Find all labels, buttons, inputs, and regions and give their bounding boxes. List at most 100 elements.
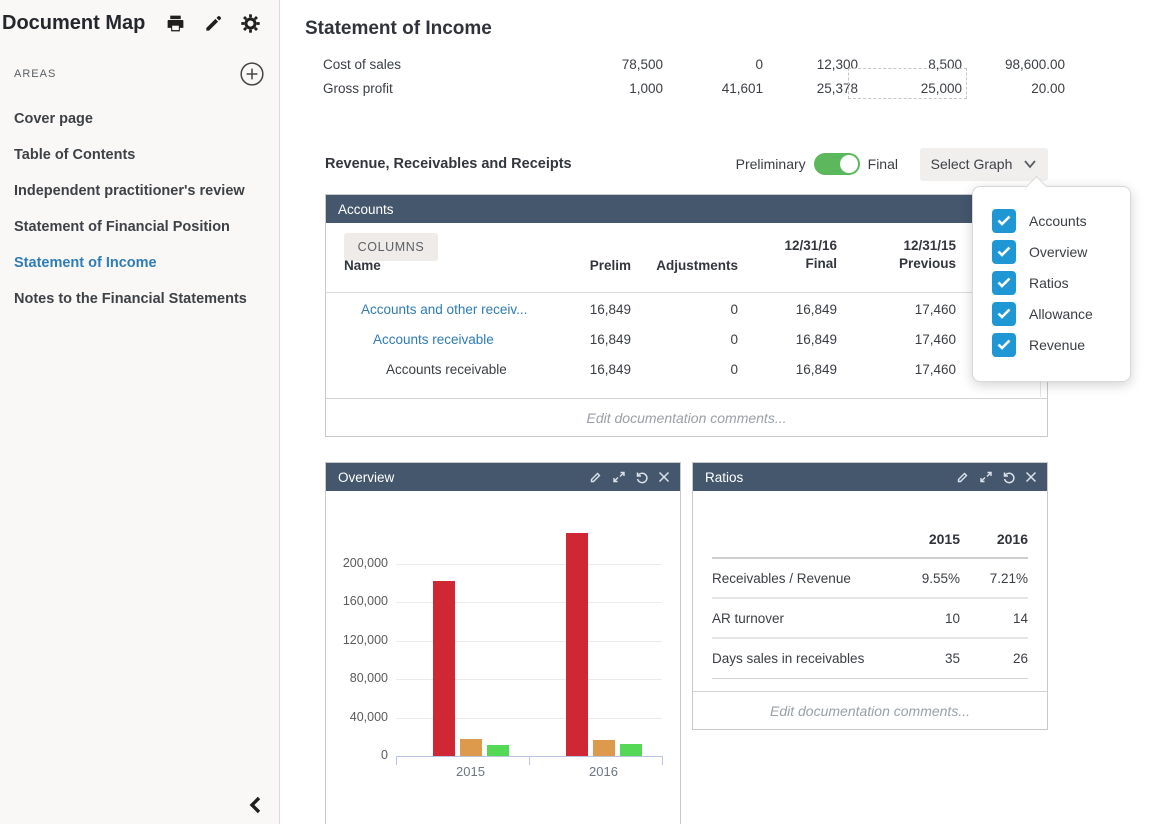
collapse-sidebar-button[interactable] (240, 790, 270, 820)
sidebar-item-notes-to-financial-statements[interactable]: Notes to the Financial Statements (0, 281, 279, 317)
sidebar-item-cover-page[interactable]: Cover page (0, 101, 279, 137)
income-row-cost-of-sales: Cost of sales 78,500 0 12,300 8,500 98,6… (323, 52, 1065, 76)
panel-actions (589, 470, 670, 484)
chart-gridline (396, 564, 662, 565)
ratios-header-2015: 2015 (892, 531, 960, 547)
ratios-panel-header: Ratios (693, 463, 1047, 491)
ratios-header-2016: 2016 (960, 531, 1028, 547)
checkbox-checked-icon[interactable] (992, 240, 1016, 264)
page-title: Statement of Income (305, 18, 492, 40)
sidebar-item-independent-practitioners-review[interactable]: Independent practitioner's review (0, 173, 279, 209)
chevron-left-icon (247, 795, 263, 815)
y-axis-tick-label: 80,000 (326, 671, 388, 685)
income-cell[interactable]: 41,601 (663, 81, 763, 96)
income-cell[interactable]: 1,000 (563, 81, 663, 96)
ratio-row: Days sales in receivables 35 26 (712, 639, 1028, 679)
print-icon[interactable] (165, 13, 186, 34)
x-axis-tick (662, 756, 663, 765)
prelim-final-toggle-group: Preliminary Final (736, 153, 898, 175)
undo-icon[interactable] (1002, 470, 1016, 484)
y-axis-tick-label: 120,000 (326, 633, 388, 647)
income-cell[interactable]: 12,300 (763, 57, 858, 72)
ratio-value-2016: 7.21% (960, 571, 1028, 586)
ratios-comments-placeholder[interactable]: Edit documentation comments... (693, 691, 1047, 729)
account-cell-adjustments: 0 (631, 362, 738, 377)
ratio-label: Days sales in receivables (712, 651, 892, 666)
y-axis-tick-label: 160,000 (326, 594, 388, 608)
menu-item-allowance[interactable]: Allowance (973, 298, 1130, 329)
toggle-knob (840, 155, 858, 173)
income-cell-selected[interactable]: 25,000 (858, 81, 962, 96)
overview-panel-title: Overview (338, 470, 394, 485)
sidebar-header: Document Map (0, 0, 279, 35)
revenue-red-bar-2015 (433, 581, 455, 756)
accounts-panel: Accounts COLUMNS Name Prelim Adjustments… (325, 194, 1048, 437)
document-map-title: Document Map (2, 12, 165, 35)
edit-icon[interactable] (956, 470, 970, 484)
account-cell-final: 16,849 (738, 302, 837, 317)
select-graph-button[interactable]: Select Graph (920, 148, 1048, 181)
sidebar: Document Map AREAS Cover page Table (0, 0, 280, 824)
income-row-label: Gross profit (323, 81, 563, 96)
sidebar-item-table-of-contents[interactable]: Table of Contents (0, 137, 279, 173)
overview-chart: 2015 2016 040,00080,000120,000160,000200… (326, 491, 680, 824)
checkbox-checked-icon[interactable] (992, 302, 1016, 326)
account-cell-adjustments: 0 (631, 302, 738, 317)
header-previous-date: 12/31/15 (837, 237, 956, 255)
account-row: Accounts and other receiv... 16,849 0 16… (344, 294, 956, 324)
account-cell-previous: 17,460 (837, 332, 956, 347)
income-cell[interactable]: 20.00 (962, 81, 1065, 96)
ratio-label: AR turnover (712, 611, 892, 626)
revenue-red-bar-2016 (566, 533, 588, 756)
select-graph-label: Select Graph (931, 156, 1013, 172)
edit-icon[interactable] (203, 14, 223, 34)
sidebar-item-statement-of-income[interactable]: Statement of Income (0, 245, 279, 281)
header-name: Name (344, 258, 544, 273)
close-icon[interactable] (658, 471, 670, 483)
income-cell[interactable]: 8,500 (858, 57, 962, 72)
app-root: Document Map AREAS Cover page Table (0, 0, 1165, 824)
receivables-orange-bar-2015 (460, 739, 482, 756)
account-name-link[interactable]: Accounts and other receiv... (361, 302, 527, 317)
menu-item-revenue[interactable]: Revenue (973, 329, 1130, 360)
income-cell[interactable]: 98,600.00 (962, 57, 1065, 72)
graph-menu: Accounts Overview Ratios Allowance Reven… (972, 186, 1131, 382)
toggle-label-preliminary: Preliminary (736, 156, 806, 172)
sidebar-item-statement-of-financial-position[interactable]: Statement of Financial Position (0, 209, 279, 245)
ratios-panel-title: Ratios (705, 470, 743, 485)
expand-icon[interactable] (612, 470, 626, 484)
income-cell[interactable]: 25,378 (763, 81, 858, 96)
menu-item-overview[interactable]: Overview (973, 236, 1130, 267)
income-cell[interactable]: 0 (663, 57, 763, 72)
checkbox-checked-icon[interactable] (992, 333, 1016, 357)
ratio-value-2016: 14 (960, 611, 1028, 626)
account-name-link[interactable]: Accounts receivable (373, 332, 494, 347)
menu-item-ratios[interactable]: Ratios (973, 267, 1130, 298)
menu-item-label: Revenue (1029, 337, 1085, 353)
undo-icon[interactable] (635, 470, 649, 484)
menu-item-label: Overview (1029, 244, 1087, 260)
income-row-gross-profit: Gross profit 1,000 41,601 25,378 25,000 … (323, 76, 1065, 100)
income-table: Cost of sales 78,500 0 12,300 8,500 98,6… (323, 52, 1065, 100)
income-cell[interactable]: 78,500 (563, 57, 663, 72)
expand-icon[interactable] (979, 470, 993, 484)
menu-item-accounts[interactable]: Accounts (973, 205, 1130, 236)
close-icon[interactable] (1025, 471, 1037, 483)
account-cell-final: 16,849 (738, 332, 837, 347)
edit-icon[interactable] (589, 470, 603, 484)
checkbox-checked-icon[interactable] (992, 271, 1016, 295)
income-row-label: Cost of sales (323, 57, 563, 72)
receipts-green-bar-2016 (620, 744, 642, 756)
section-title: Revenue, Receivables and Receipts (325, 156, 572, 172)
overview-panel: Overview 2015 2016 040,00080,000120,0001… (325, 462, 681, 824)
settings-icon[interactable] (240, 13, 261, 34)
checkbox-checked-icon[interactable] (992, 209, 1016, 233)
y-axis-tick-label: 40,000 (326, 710, 388, 724)
accounts-comments-placeholder[interactable]: Edit documentation comments... (326, 398, 1047, 436)
y-axis-tick-label: 200,000 (326, 556, 388, 570)
prelim-final-toggle[interactable] (814, 153, 860, 175)
ratios-table-header: 2015 2016 (712, 491, 1028, 559)
section-bar: Revenue, Receivables and Receipts Prelim… (325, 146, 1048, 182)
add-area-button[interactable] (239, 61, 265, 87)
account-cell-prelim: 16,849 (544, 302, 631, 317)
